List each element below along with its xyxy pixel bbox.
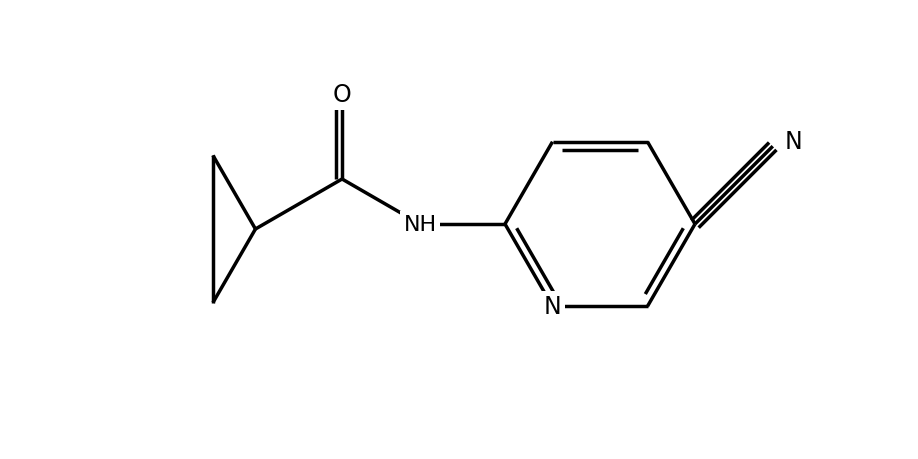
Text: N: N bbox=[785, 130, 802, 154]
Text: NH: NH bbox=[403, 214, 437, 235]
Text: O: O bbox=[332, 83, 352, 107]
Text: N: N bbox=[543, 295, 562, 319]
